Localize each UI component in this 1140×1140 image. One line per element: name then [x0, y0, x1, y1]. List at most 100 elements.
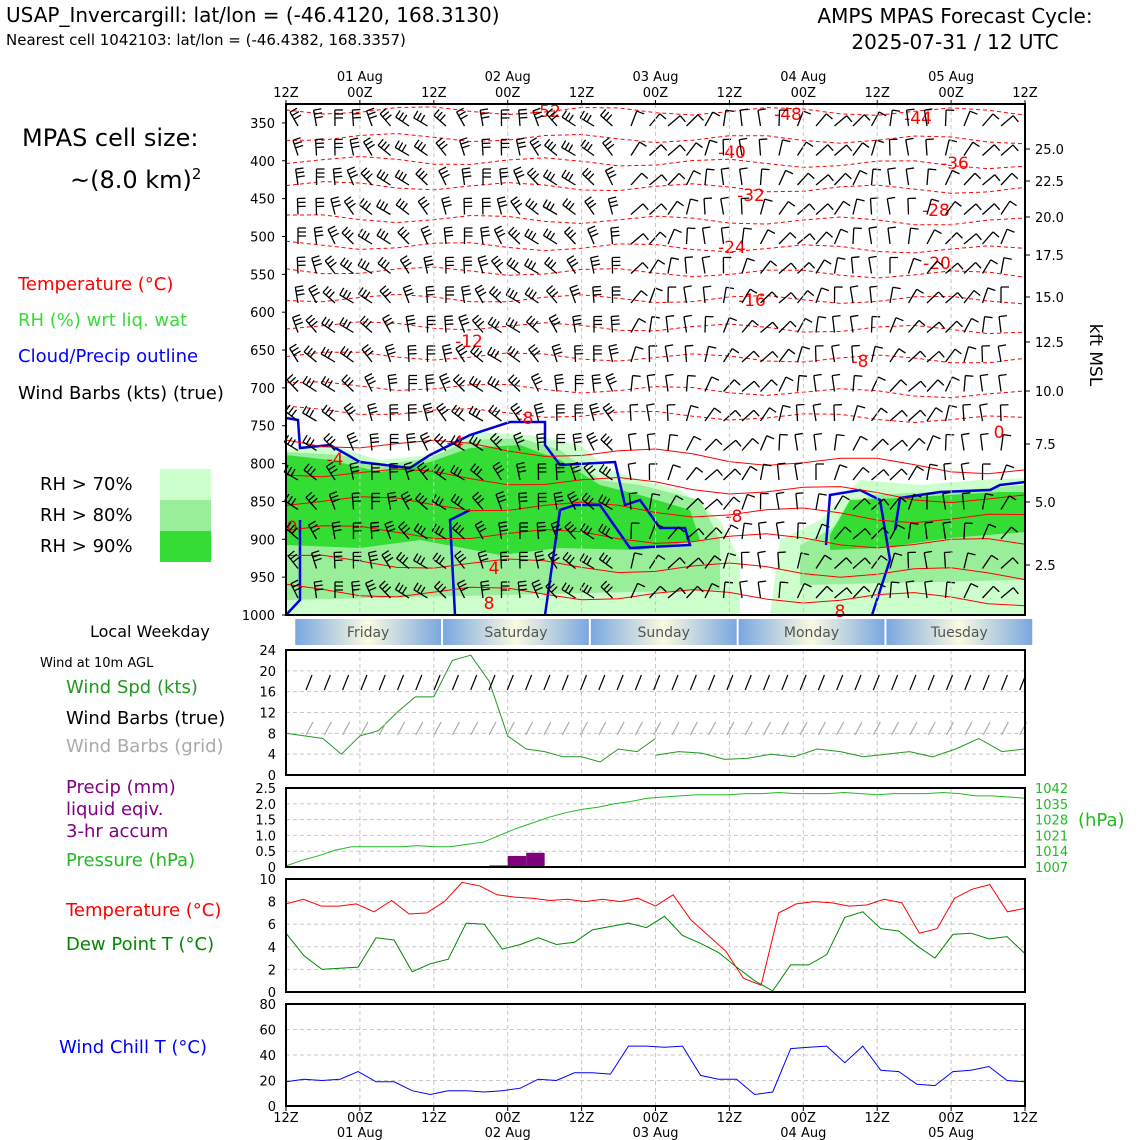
- wind-barb-flag: [452, 373, 460, 381]
- wind-barb-flag: [422, 202, 430, 209]
- wind-barb-flag: [438, 406, 446, 412]
- wind-barb-flag: [457, 439, 463, 447]
- wind-barb-flag: [695, 142, 703, 149]
- wind-barb-flag: [456, 553, 464, 560]
- wind-barb-flag: [918, 437, 926, 445]
- wind-barb-flag: [751, 319, 759, 327]
- wind-barb-flag: [294, 586, 302, 592]
- wind-barb-flag: [568, 202, 575, 211]
- bottom-hour-label: 00Z: [347, 1111, 373, 1126]
- wind-barb-flag: [561, 110, 568, 118]
- wind-barb-flag: [490, 318, 497, 327]
- bottom-hour-label: 12Z: [864, 1111, 890, 1126]
- wind-barb: [815, 259, 825, 274]
- wind-barb-flag: [495, 491, 504, 496]
- wind-barb-flag: [882, 438, 889, 446]
- wind-barb: [704, 316, 707, 333]
- legend-rh90-swatch: [160, 531, 211, 562]
- wind-barb: [778, 434, 781, 451]
- wind-barb: [926, 321, 940, 333]
- wind-barb-flag: [341, 226, 349, 234]
- wind-barb: [722, 582, 726, 599]
- wind-barb: [870, 583, 879, 599]
- wind-barb-flag: [314, 580, 323, 583]
- wind-barb-flag: [333, 167, 342, 170]
- wind-barb: [778, 405, 784, 422]
- wind-barb-flag: [421, 435, 430, 441]
- wind-barb: [722, 496, 735, 510]
- isotherm-label: 4: [489, 559, 500, 579]
- nearest-cell-subtitle: Nearest cell 1042103: lat/lon = (-46.438…: [6, 31, 406, 49]
- wind-barb-flag: [910, 522, 919, 525]
- wind-barb: [518, 109, 521, 127]
- wind-barb-flag: [351, 145, 360, 149]
- wind-barb-flag: [398, 584, 404, 592]
- wind-barb: [704, 111, 714, 127]
- wind-barb: [852, 198, 858, 215]
- wind-barb-flag: [590, 232, 599, 238]
- wind-barb-flag: [494, 380, 500, 388]
- wind-barb: [778, 262, 792, 274]
- wind-barb-flag: [291, 527, 298, 535]
- wind-barb-flag: [603, 436, 610, 443]
- wind-barb-true: [378, 674, 386, 691]
- wind-barb: [778, 348, 790, 363]
- wind-barb-flag: [564, 226, 571, 233]
- wind-barb-flag: [809, 233, 816, 241]
- wind-barb-flag: [351, 580, 360, 583]
- wind-barb-flag: [555, 377, 564, 381]
- top-date-label: 03 Aug: [632, 70, 678, 85]
- wind-barb: [889, 524, 899, 540]
- wind-barb-flag: [509, 348, 516, 356]
- wind-barb-flag: [433, 109, 440, 116]
- wind-barb: [760, 379, 772, 392]
- wind-barb-flag: [679, 587, 686, 595]
- wind-barb-flag: [352, 116, 361, 119]
- wind-barb-flag: [524, 258, 530, 266]
- wind-barb-flag: [308, 284, 317, 290]
- wind-barb: [667, 115, 681, 127]
- wind-barb-flag: [363, 170, 371, 177]
- wind-barb-flag: [550, 261, 557, 269]
- wind-barb-flag: [329, 261, 337, 268]
- wind-barb-grid: [488, 721, 497, 736]
- wind-barb-flag: [346, 432, 355, 437]
- wind-barb-flag: [611, 234, 620, 237]
- wind-barb: [908, 350, 921, 363]
- wind-barb-flag: [472, 377, 478, 386]
- wind-barb-flag: [572, 314, 581, 318]
- wind-barb: [666, 404, 669, 422]
- wind-barb-flag: [568, 173, 574, 182]
- wind-barb: [607, 198, 614, 215]
- wind-barb-flag: [878, 582, 886, 588]
- wind-panel-title: Wind at 10m AGL: [40, 656, 154, 671]
- top-hour-label: 12Z: [421, 86, 447, 101]
- wind-barb: [776, 464, 780, 481]
- wind-barb-flag: [772, 351, 779, 358]
- wind-barb-flag: [402, 258, 410, 264]
- wind-barb-flag: [564, 142, 570, 150]
- wind-barb-flag: [864, 557, 871, 565]
- wind-barb-flag: [328, 438, 336, 446]
- wind-barb-flag: [561, 140, 567, 148]
- wind-barb-flag: [771, 379, 778, 386]
- wind-barb-flag: [361, 343, 369, 350]
- wind-barb-flag: [994, 174, 1001, 182]
- wind-barb-flag: [481, 588, 490, 591]
- wind-barb: [796, 522, 799, 540]
- wind-barb-flag: [962, 492, 971, 495]
- wind-barb-flag: [654, 287, 663, 292]
- wind-barb-flag: [320, 346, 326, 355]
- wind-barb-true: [964, 674, 972, 691]
- isotherm-label: 8: [835, 602, 846, 622]
- wind-barb-flag: [459, 137, 468, 141]
- wind-barb-flag: [803, 582, 812, 588]
- isotherm-label: -40: [718, 143, 746, 163]
- wind-barb-flag: [796, 403, 805, 406]
- wind-barb-flag: [862, 466, 870, 473]
- wind-barb-flag: [333, 529, 342, 532]
- wind-barb-flag: [532, 320, 539, 328]
- wind-barb: [741, 438, 754, 451]
- wind-barb-flag: [366, 350, 374, 357]
- wind-barb: [629, 404, 632, 422]
